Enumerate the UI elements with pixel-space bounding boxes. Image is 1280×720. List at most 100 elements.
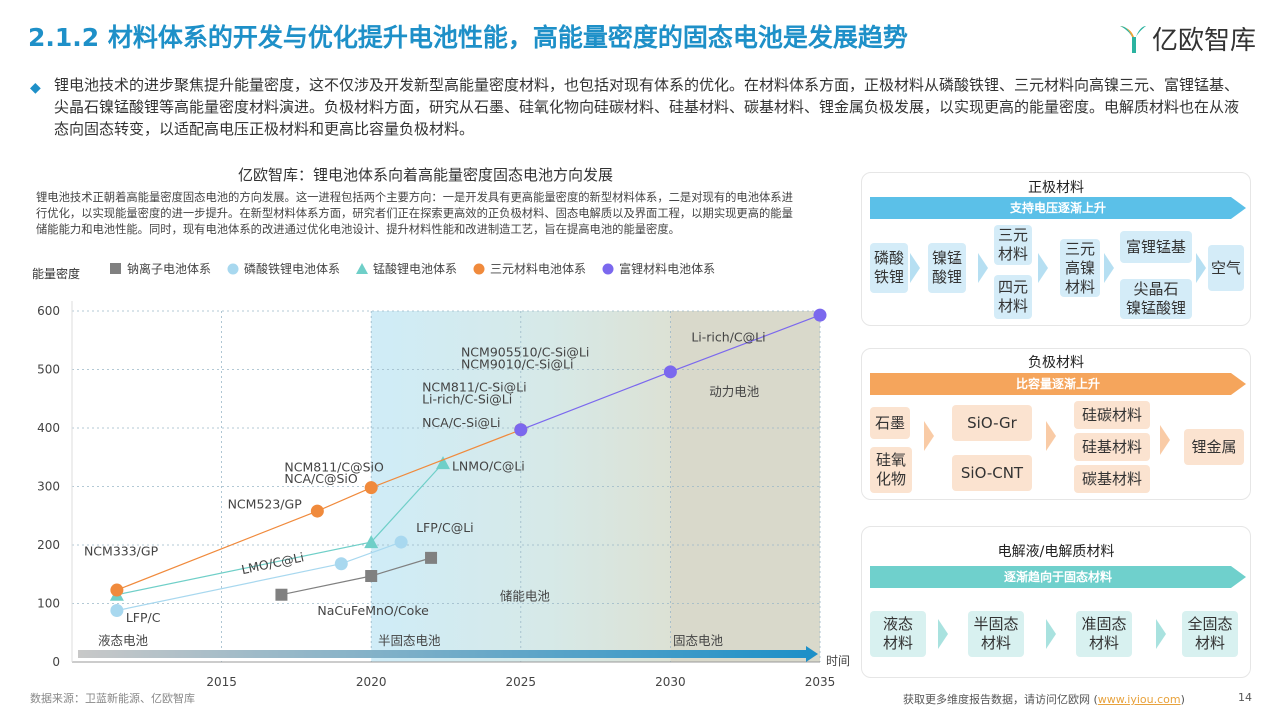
chevron-right-icon [1196,253,1206,283]
data-point [813,308,827,322]
data-point [110,604,124,618]
data-point [425,551,438,564]
legend-label: 三元材料电池体系 [490,262,587,276]
chevron-right-icon [1156,619,1166,649]
anode-item: SiO-CNT [952,455,1032,491]
footer-link[interactable]: www.iyiou.com [1097,693,1181,706]
data-point [663,365,677,379]
data-source: 数据来源：卫蓝新能源、亿欧智库 [30,692,195,705]
chevron-right-icon [938,619,948,649]
anode-item: SiO-Gr [952,405,1032,441]
bullet-diamond-icon: ◆ [30,80,41,96]
y-tick-label: 600 [37,304,60,318]
chevron-right-icon [1046,421,1056,451]
legend-circle-icon [473,263,485,274]
time-arrow-head [806,646,818,662]
region-label: 液态电池 [98,633,149,648]
annotation-label: NCM905510/C-Si@Li [461,345,589,360]
y-tick-label: 500 [37,363,60,377]
annotation-label: NCM9010/C-Si@Li [461,356,573,371]
chevron-right-icon [1104,253,1114,283]
anode-arrow: 比容量逐渐上升 [870,373,1246,395]
chevron-right-icon [1046,619,1056,649]
electrolyte-arrow: 逐渐趋向于固态材料 [870,566,1246,588]
footer-close: ) [1180,693,1185,706]
data-point [364,481,378,495]
anode-panel: 负极材料 比容量逐渐上升 石墨 硅氧 化物 SiO-Gr SiO-CNT 硅碳材料 硅基材… [861,348,1251,500]
legend-label: 钠离子电池体系 [127,262,212,276]
electrolyte-item: 液态 材料 [870,611,926,657]
chevron-right-icon [1160,425,1170,455]
annotation-label: LFP/C@Li [416,520,474,535]
intro-paragraph: 锂电池技术的进步聚焦提升能量密度，这不仅涉及开发新型高能量密度材料，也包括对现有… [54,76,1240,138]
data-point [365,570,378,583]
x-axis-label: 时间 [826,654,850,668]
footer-note: 获取更多维度报告数据，请访问亿欧网 (www.iyiou.com) [903,691,1185,707]
legend-triangle-icon [356,262,369,274]
legend-item: 磷酸铁锂电池体系 [227,260,340,277]
annotation-label: Li-rich/C-Si@Li [422,391,512,406]
data-point [394,535,408,549]
annotation-label: NCA/C@SiO [284,471,357,486]
x-tick-label: 2025 [506,675,537,689]
electrolyte-title: 电解液/电解质材料 [997,544,1115,560]
cathode-item: 尖晶石 镍锰酸锂 [1120,279,1192,319]
anode-title: 负极材料 [1028,355,1084,371]
anode-item: 硅氧 化物 [870,447,912,493]
page-number: 14 [1238,691,1252,704]
cathode-item: 三元 高镍 材料 [1060,239,1100,297]
data-point [436,456,451,470]
series-line-1 [116,541,402,612]
y-tick-label: 400 [37,421,60,435]
annotation-label: 储能电池 [500,589,551,604]
legend-label: 富锂材料电池体系 [619,262,716,276]
intro-text: ◆ 锂电池技术的进步聚焦提升能量密度，这不仅涉及开发新型高能量密度材料，也包括对… [30,74,1252,140]
chevron-right-icon [1038,253,1048,283]
electrolyte-item: 半固态 材料 [968,611,1024,657]
chevron-right-icon [924,421,934,451]
y-tick-label: 200 [37,538,60,552]
data-point [364,535,379,549]
logo: 亿欧智库 [1118,20,1256,57]
legend-square-icon [110,262,121,274]
legend-item: 富锂材料电池体系 [602,260,715,277]
footer-text: 获取更多维度报告数据，请访问亿欧网 ( [903,693,1098,706]
logo-text: 亿欧智库 [1152,26,1257,56]
time-arrow-bar [78,650,806,658]
annotation-label: Li-rich/C@Li [691,329,765,344]
electrolyte-item: 准固态 材料 [1076,611,1132,657]
cathode-item: 富锂锰基 [1120,231,1192,263]
y-tick-label: 0 [52,655,60,669]
anode-item: 石墨 [870,407,910,439]
annotation-label: 动力电池 [709,384,760,399]
chart-title: 亿欧智库：锂电池体系向着高能量密度固态电池方向发展 [238,166,614,184]
electrolyte-panel: 电解液/电解质材料 逐渐趋向于固态材料 液态 材料 半固态 材料 准固态 材料 全固态… [861,526,1251,678]
page-title: 2.1.2 材料体系的开发与优化提升电池性能，高能量密度的固态电池是发展趋势 [28,23,908,52]
x-tick-label: 2035 [805,675,836,689]
data-point [275,588,288,601]
legend-item: 锰酸锂电池体系 [356,260,457,277]
cathode-panel: 正极材料 支持电压逐渐上升 磷酸 铁锂 镍锰 酸锂 三元 材料 四元 材料 三元 高镍 … [861,172,1251,326]
data-point [334,557,348,571]
legend-circle-icon [602,263,614,274]
legend-item: 钠离子电池体系 [110,260,211,277]
data-point [310,504,324,518]
electrolyte-item: 全固态 材料 [1182,611,1238,657]
cathode-item: 镍锰 酸锂 [928,243,966,293]
cathode-item: 磷酸 铁锂 [870,243,908,293]
chevron-right-icon [978,253,988,283]
chart-description: 锂电池技术正朝着高能量密度固态电池的方向发展。这一进程包括两个主要方向：一是开发… [36,191,793,236]
data-point [514,423,528,437]
legend-item: 三元材料电池体系 [473,260,586,277]
y-axis-label: 能量密度 [32,267,81,281]
legend-circle-icon [227,263,239,274]
logo-mark-icon [1120,25,1146,53]
cathode-item: 四元 材料 [994,275,1032,319]
x-tick-label: 2030 [655,675,686,689]
annotation-label: NCM523/GP [228,497,303,512]
cathode-item: 空气 [1208,245,1244,291]
series-line-3 [116,429,522,591]
anode-item: 碳基材料 [1074,465,1150,493]
data-point [110,583,124,597]
